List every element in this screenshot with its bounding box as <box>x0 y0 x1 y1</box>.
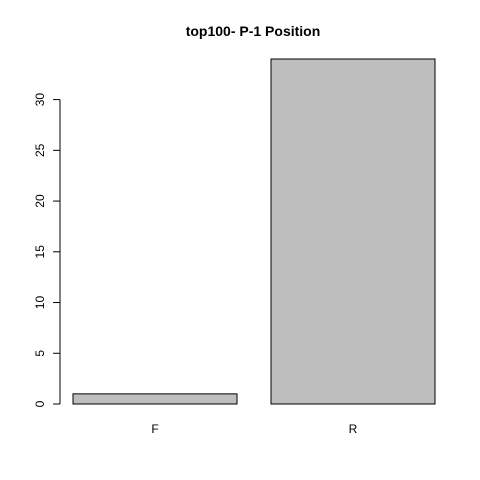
bar-r <box>270 58 436 405</box>
chart-title: top100- P-1 Position <box>186 23 321 39</box>
y-axis: 0 5 10 15 20 25 30 <box>33 93 61 407</box>
y-tick-label: 10 <box>33 296 47 310</box>
x-category-label: R <box>349 422 358 436</box>
y-tick-label: 25 <box>33 143 47 157</box>
y-tick-label: 20 <box>33 194 47 208</box>
y-tick-label: 15 <box>33 245 47 259</box>
bars <box>72 58 436 405</box>
y-tick-label: 0 <box>33 400 47 407</box>
y-tick-label: 30 <box>33 93 47 107</box>
bar-f <box>72 393 238 405</box>
y-tick-label: 5 <box>33 350 47 357</box>
x-category-label: F <box>151 422 158 436</box>
